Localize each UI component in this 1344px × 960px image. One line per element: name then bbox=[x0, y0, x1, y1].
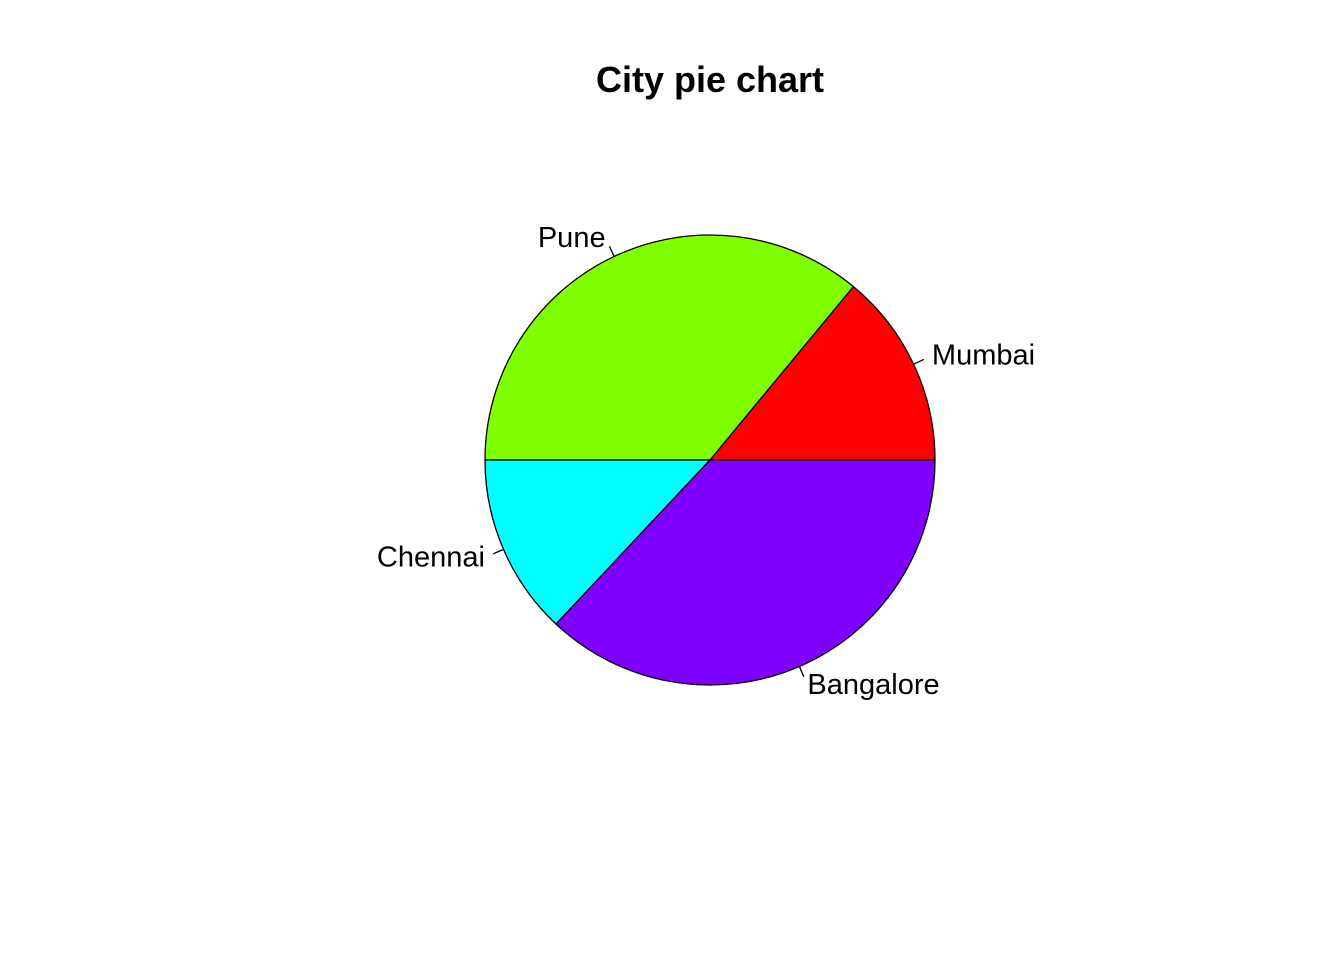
leader-line-pune bbox=[608, 245, 615, 257]
slice-label-bangalore: Bangalore bbox=[807, 669, 939, 701]
slice-label-chennai: Chennai bbox=[377, 541, 485, 573]
leader-line-chennai bbox=[492, 548, 504, 555]
pie-slice-chennai bbox=[484, 459, 711, 625]
pie-slice-mumbai bbox=[709, 285, 936, 461]
pie-slice-pune bbox=[484, 234, 855, 461]
leader-line-mumbai bbox=[913, 358, 925, 365]
slice-label-mumbai: Mumbai bbox=[932, 340, 1035, 372]
chart-title: City pie chart bbox=[596, 59, 824, 100]
pie-slices bbox=[484, 234, 936, 686]
slice-label-pune: Pune bbox=[538, 222, 606, 254]
slice-labels: Mumbai Pune Chennai Bangalore bbox=[377, 222, 1035, 701]
leader-lines bbox=[492, 245, 925, 678]
leader-line-bangalore bbox=[798, 666, 805, 678]
